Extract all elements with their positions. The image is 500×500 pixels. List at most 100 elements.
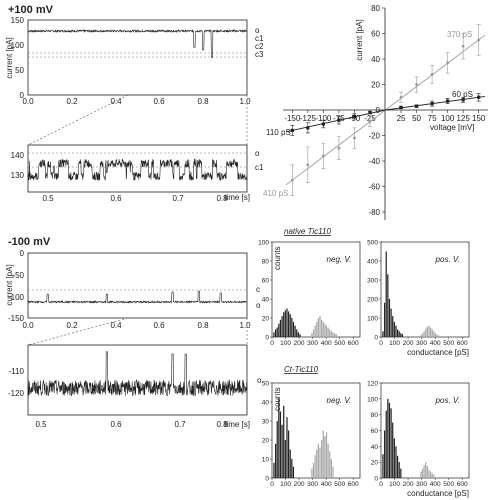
hist-bar [398, 331, 400, 337]
iv-xtick: 50 [412, 114, 421, 123]
hist-xtick: 0 [379, 340, 383, 347]
iv-point [321, 154, 325, 158]
iv-xtick: 25 [397, 114, 406, 123]
trace-minus100-zoom-xlabel: time [s] [224, 420, 250, 429]
trace-plus100-panel: +100 mV current [pA] 150 100 50 0 0.0 0.… [5, 4, 264, 106]
iv-series-label: 370 pS [447, 30, 472, 39]
hist-bar [321, 440, 323, 478]
iv-point [306, 126, 310, 130]
hist-bar [281, 424, 283, 478]
hist-bar [319, 316, 321, 337]
hist-bar [316, 449, 318, 478]
hist-bar [279, 411, 282, 478]
trace-minus100-zoom-xtick: 0.8 [216, 420, 228, 429]
hist-ytick: 80 [371, 412, 379, 419]
hist-ytick: 20 [371, 460, 379, 467]
hist-bar [383, 430, 386, 478]
hist-bar [390, 408, 392, 478]
hist-bar [284, 440, 286, 478]
iv-point [446, 99, 450, 103]
trace-minus100-zoom-xtick: 0.6 [110, 420, 122, 429]
hist-bar [436, 334, 438, 337]
trace-minus100-zoom-ytick: -110 [9, 367, 25, 376]
hist-ytick: 60 [371, 428, 379, 435]
hist-bar [430, 471, 432, 478]
trace-minus100-zoom-level-label: o [257, 376, 262, 385]
hist-bar [274, 329, 277, 337]
trace-plus100-ytick: 100 [11, 41, 25, 50]
hist-bar [273, 332, 275, 337]
hist-xtick: 500 [334, 481, 345, 488]
trace-minus100-frame [27, 252, 248, 319]
hist-bar [321, 319, 323, 337]
iv-curve-panel: current [pA] voltage [mV] -150 -125 -100 -7… [263, 4, 488, 220]
iv-xlabel: voltage [mV] [430, 123, 474, 132]
iv-ytick: 80 [371, 4, 380, 13]
iv-point [446, 61, 450, 65]
hist-bar [291, 459, 293, 478]
hist-bar [433, 474, 435, 478]
iv-point [321, 122, 325, 126]
hist-bar [392, 422, 394, 478]
iv-xtick: 125 [456, 114, 470, 123]
hist-bar [329, 329, 331, 337]
hist-xtick: 0 [379, 481, 383, 488]
hist-ytick: 40 [262, 297, 270, 304]
iv-point [461, 98, 465, 102]
trace-minus100-ytick: -100 [8, 293, 25, 302]
iv-point [430, 102, 434, 106]
hist-annotation: neg. V. [327, 255, 352, 264]
hist-bar [431, 473, 433, 478]
hist-bar [329, 451, 331, 478]
trace-minus100-xtick: 0.8 [197, 321, 209, 330]
hist-bar [396, 455, 399, 478]
hist-bar [278, 323, 280, 337]
hist-bar [387, 274, 389, 337]
iv-point [399, 105, 403, 110]
hist-bar [421, 468, 424, 478]
hist-ylabel: counts [273, 246, 282, 270]
hist-xlabel: conductance [pS] [407, 348, 469, 357]
hist-xtick: 600 [348, 340, 359, 347]
hist-ytick: 30 [262, 419, 270, 426]
hist-ytick: 500 [367, 240, 378, 247]
trace-plus100-level-label: o [255, 26, 260, 35]
hist-bar [292, 321, 295, 337]
iv-ytick: -60 [368, 183, 380, 192]
hist-bar [312, 462, 315, 478]
trace-minus100-level-label: c [256, 285, 260, 294]
hist-bar [274, 443, 277, 478]
hist-bar [425, 462, 427, 478]
hist-bar [276, 421, 278, 478]
hist-bar [433, 331, 435, 337]
trace-minus100-panel: -100 mV current [pA] 0 -50 -100 -150 0.0… [5, 236, 261, 330]
iv-ytick: -80 [368, 208, 380, 217]
hist-bar [284, 310, 286, 337]
trace-minus100-zoom-frame [27, 344, 248, 416]
hist-bar [278, 398, 280, 478]
hist-bar [324, 323, 326, 337]
hist-bar [393, 438, 395, 478]
trace-minus100-zoom-ytick: -120 [8, 389, 25, 398]
hist-ytick: 300 [367, 278, 378, 285]
hist-bar [396, 329, 399, 337]
hist-bar [334, 333, 336, 337]
trace-minus100-zoom-xtick: 0.5 [35, 420, 47, 429]
trace-minus100-xtick: 0.0 [22, 321, 34, 330]
hist-bar [392, 316, 394, 337]
hist-frame [271, 382, 361, 479]
hist-bar [420, 335, 422, 337]
iv-xtick: 100 [441, 114, 455, 123]
hist-bar [420, 471, 422, 478]
hist-bar [382, 454, 384, 478]
hist-xtick: 400 [321, 481, 332, 488]
hist-bar [273, 462, 275, 478]
trace-plus100-zoom-panel: 140 130 o c1 0.5 0.6 0.7 0.8 time [s] [11, 144, 264, 203]
iv-fit-line [285, 109, 386, 186]
hist-bar [286, 308, 288, 337]
hist-annotation: pos. V. [435, 396, 460, 405]
hist-bar [289, 449, 291, 478]
hist-bar [401, 334, 404, 337]
trace-minus100-xtick: 0.4 [110, 321, 122, 330]
